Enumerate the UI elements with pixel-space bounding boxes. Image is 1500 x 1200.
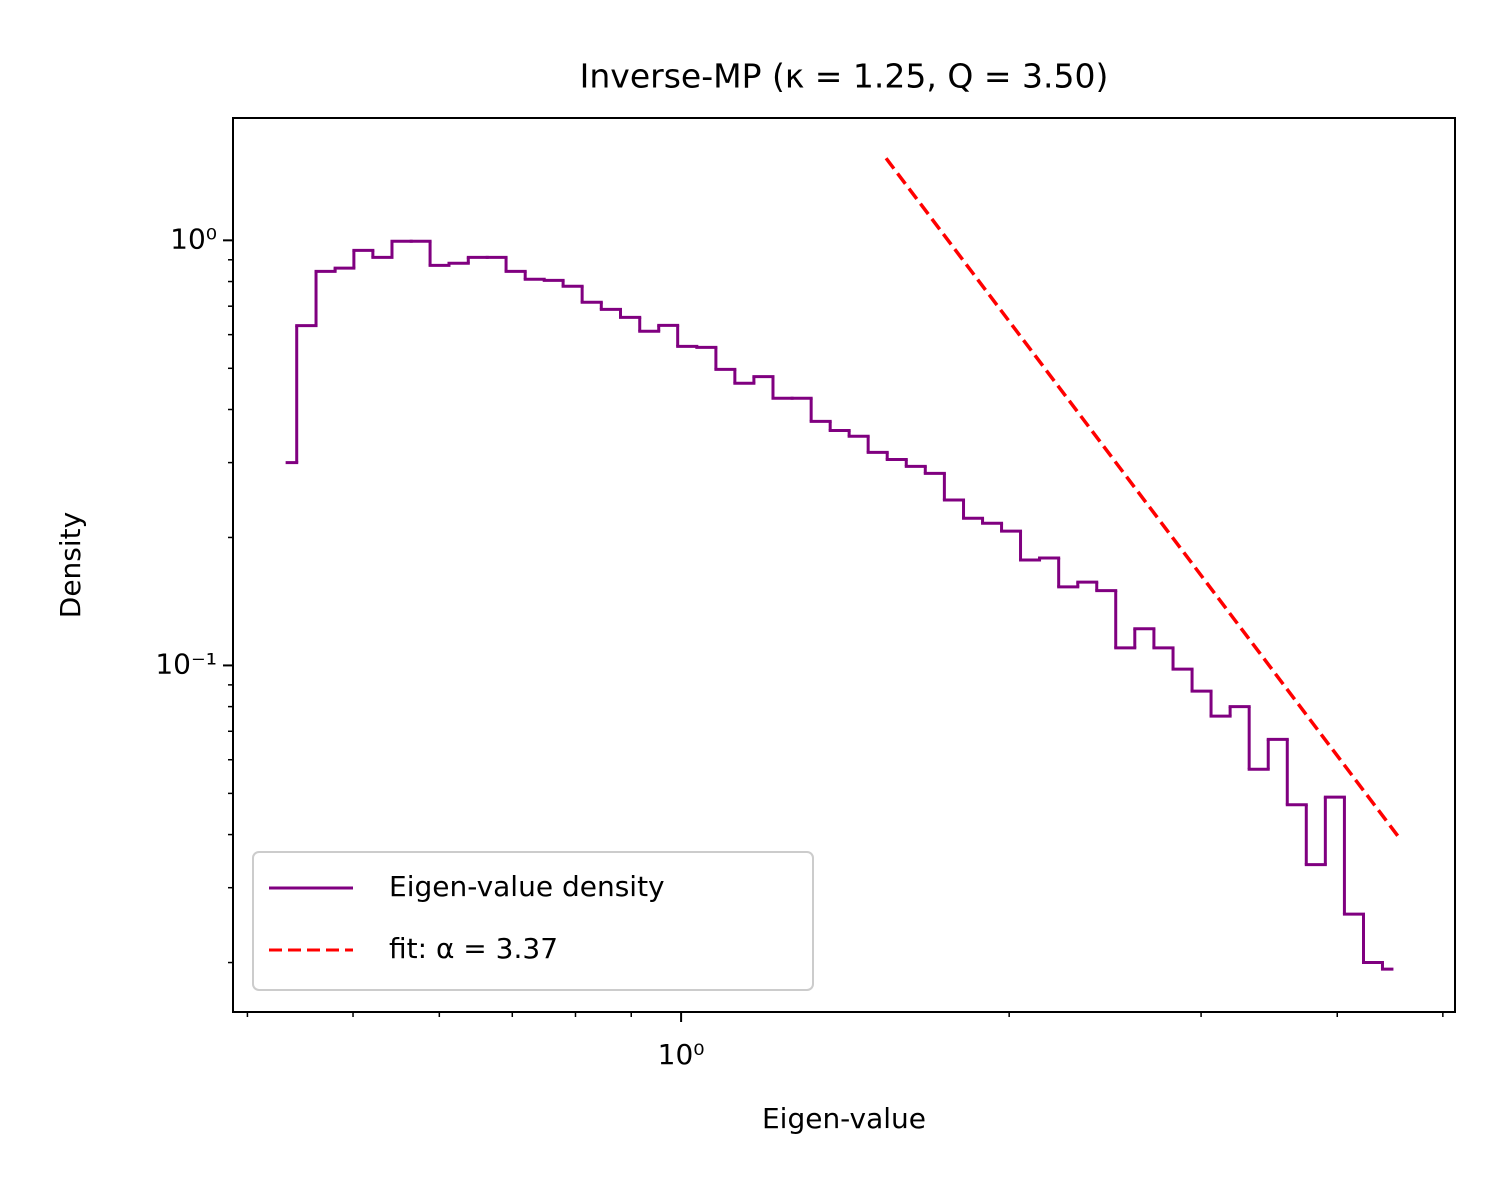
legend-box (252, 851, 814, 991)
legend-label: fit: α = 3.37 (389, 932, 558, 965)
y-tick-label: 10⁰ (170, 222, 217, 255)
x-axis-label: Eigen-value (762, 1102, 926, 1135)
plot-frame (232, 117, 1456, 1013)
chart-title: Inverse-MP (κ = 1.25, Q = 3.50) (580, 57, 1109, 96)
legend-label: Eigen-value density (389, 870, 665, 903)
x-tick-label: 10⁰ (658, 1038, 705, 1071)
y-tick-label: 10⁻¹ (155, 647, 217, 680)
fit-line (884, 157, 1400, 838)
y-axis-label: Density (54, 512, 87, 618)
